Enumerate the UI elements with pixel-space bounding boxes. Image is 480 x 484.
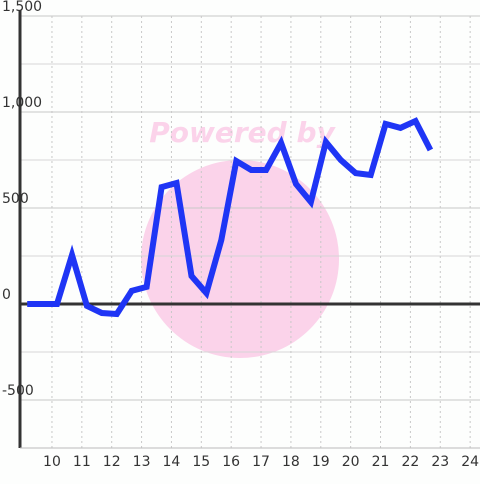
x-tick-label: 17: [252, 454, 270, 470]
x-tick-label: 24: [461, 454, 479, 470]
x-tick-label: 16: [222, 454, 240, 470]
y-tick-label: -500: [2, 383, 34, 399]
x-tick-label: 11: [73, 454, 91, 470]
x-tick-label: 18: [282, 454, 300, 470]
x-tick-label: 15: [192, 454, 210, 470]
x-tick-label: 13: [133, 454, 151, 470]
y-tick-label: 500: [2, 191, 29, 207]
x-tick-label: 20: [342, 454, 360, 470]
x-tick-label: 14: [163, 454, 181, 470]
x-tick-label: 21: [372, 454, 390, 470]
data-line: [27, 117, 434, 318]
x-tick-label: 22: [401, 454, 419, 470]
watermark: Powered by: [149, 116, 336, 149]
watermark-logo: [141, 160, 339, 358]
x-tick-label: 19: [312, 454, 330, 470]
y-tick-label: 0: [2, 287, 11, 303]
x-tick-label: 10: [43, 454, 61, 470]
x-tick-label: 12: [103, 454, 121, 470]
y-tick-label: 1,500: [2, 0, 42, 15]
y-tick-label: 1,000: [2, 95, 42, 111]
x-tick-label: 23: [431, 454, 449, 470]
